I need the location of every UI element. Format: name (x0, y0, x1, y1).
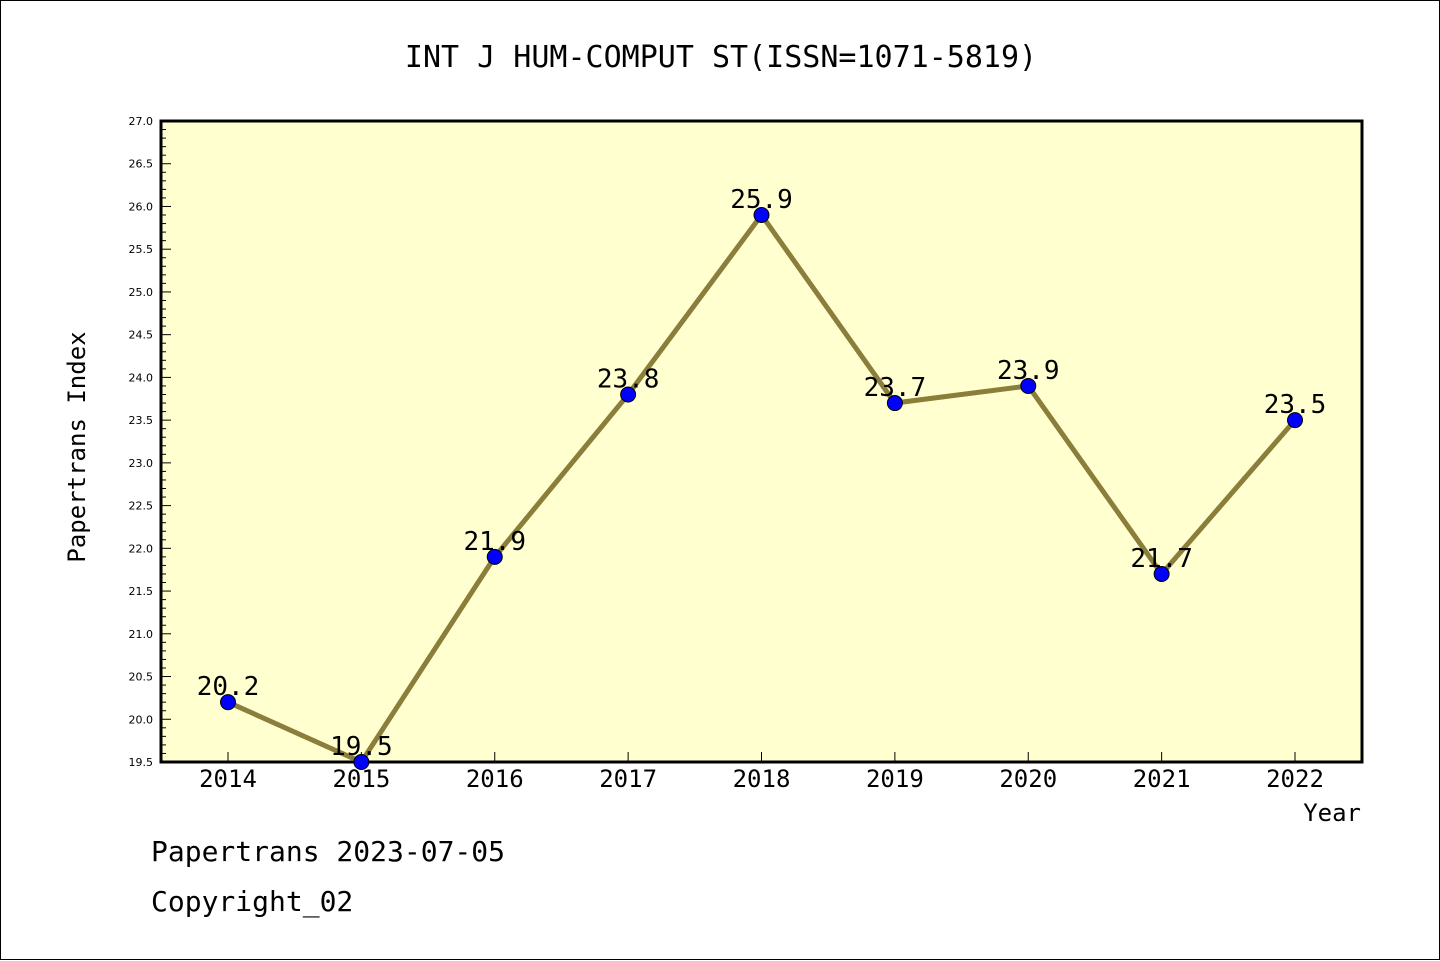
chart-title: INT J HUM-COMPUT ST(ISSN=1071-5819) (405, 40, 1037, 75)
y-tick-label: 20.0 (129, 713, 154, 726)
y-tick-label: 22.5 (129, 500, 154, 513)
x-tick-label: 2021 (1133, 765, 1191, 793)
x-tick-label: 2019 (866, 765, 924, 793)
footer-date: Papertrans 2023-07-05 (151, 835, 506, 868)
data-label: 21.9 (463, 527, 526, 557)
data-markers (220, 207, 1303, 770)
x-axis-label: Year (1303, 799, 1361, 827)
data-label: 23.5 (1264, 390, 1327, 420)
y-tick-label: 21.0 (129, 628, 154, 641)
x-tick-label: 2018 (733, 765, 791, 793)
data-point (486, 548, 503, 565)
data-labels: 20.2 19.5 21.9 23.8 25.9 23.7 23.9 21.7 23.5 (197, 185, 1327, 762)
y-tick-label: 21.5 (129, 585, 154, 598)
y-tick-label: 26.0 (129, 200, 154, 213)
data-point (1020, 377, 1037, 394)
data-point (753, 207, 770, 224)
x-tick-label: 2017 (599, 765, 657, 793)
x-tick-label: 2020 (999, 765, 1057, 793)
data-label: 23.7 (864, 373, 927, 403)
data-point (1287, 412, 1303, 429)
data-point (620, 386, 637, 403)
y-axis-label: Papertrans Index (63, 331, 91, 562)
data-point (353, 754, 370, 770)
plot-area (159, 119, 1364, 764)
y-tick-label: 20.5 (129, 671, 154, 684)
y-tick-label: 25.5 (129, 243, 154, 256)
y-tick-label: 23.0 (129, 457, 154, 470)
y-tick-label: 22.0 (129, 542, 154, 555)
data-label: 19.5 (330, 732, 393, 762)
x-tick-label: 2014 (199, 765, 257, 793)
y-tick-label: 27.0 (129, 115, 154, 128)
data-label: 23.8 (597, 364, 660, 394)
x-tick-label: 2016 (466, 765, 524, 793)
y-axis-ticks: 19.5 20.0 20.5 21.0 21.5 22.0 22.5 23.0 23.5 24.0… (129, 115, 171, 769)
y-tick-label: 24.5 (129, 329, 154, 342)
y-tick-label: 24.0 (129, 371, 154, 384)
data-label: 23.9 (997, 356, 1060, 386)
footer-copyright: Copyright_02 (151, 885, 354, 918)
data-point (220, 694, 236, 711)
data-point (886, 395, 903, 412)
x-tick-label: 2022 (1266, 765, 1324, 793)
y-tick-label: 26.5 (129, 158, 154, 171)
data-label: 21.7 (1130, 544, 1193, 574)
data-point (1153, 565, 1170, 582)
y-tick-label: 25.0 (129, 286, 154, 299)
y-tick-label: 23.5 (129, 414, 154, 427)
x-axis-ticks: 2014 2015 2016 2017 2018 2019 2020 2021 2022 (199, 752, 1324, 793)
y-tick-label: 19.5 (129, 756, 154, 769)
data-label: 20.2 (197, 672, 260, 702)
data-label: 25.9 (730, 185, 793, 215)
